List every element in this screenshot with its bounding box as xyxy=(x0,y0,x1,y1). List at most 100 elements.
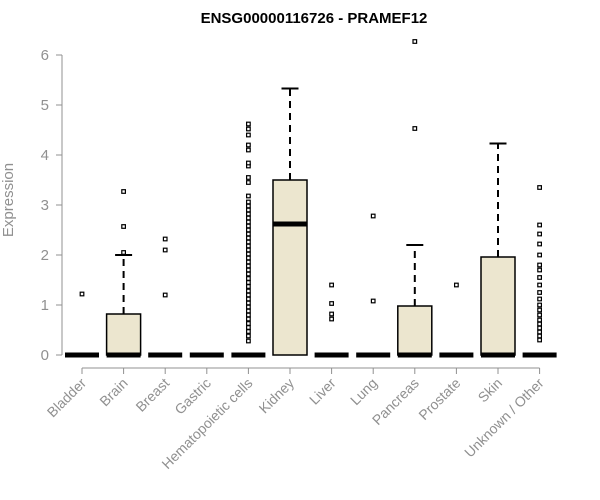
outlier-point xyxy=(537,337,542,343)
outlier-point xyxy=(412,126,418,131)
outlier-point xyxy=(246,338,251,344)
y-tick-label: 3 xyxy=(41,197,49,214)
outlier-point xyxy=(537,296,542,302)
box-kidney xyxy=(272,87,308,356)
outlier-point xyxy=(246,239,251,245)
y-tick-label: 6 xyxy=(41,47,49,64)
outlier-point xyxy=(329,282,334,288)
outlier-point xyxy=(537,282,542,288)
x-tick-label: Breast xyxy=(132,375,172,415)
outlier-point xyxy=(246,219,251,225)
outlier-point xyxy=(329,301,334,306)
outlier-point xyxy=(246,288,251,294)
outlier-point xyxy=(121,224,127,229)
box-liver xyxy=(314,282,349,358)
outlier-point xyxy=(246,199,251,205)
outlier-point xyxy=(246,247,251,253)
outlier-point xyxy=(246,329,251,334)
outlier-point xyxy=(246,193,251,199)
box-bladder xyxy=(65,291,99,358)
outlier-point xyxy=(246,325,251,330)
iqr-box xyxy=(272,179,308,356)
outlier-point xyxy=(537,321,542,327)
y-tick-label: 4 xyxy=(41,147,49,164)
outlier-point xyxy=(246,215,251,221)
box-unknown-other xyxy=(522,185,557,358)
outlier-point xyxy=(246,147,251,153)
outlier-point xyxy=(329,311,334,317)
outlier-point xyxy=(537,290,542,295)
outlier-point xyxy=(246,203,251,209)
box-pancreas xyxy=(397,39,433,358)
outlier-point xyxy=(246,231,251,237)
box-skin xyxy=(480,142,516,358)
x-tick-label: Kidney xyxy=(256,375,298,417)
outlier-point xyxy=(537,312,542,318)
outlier-point xyxy=(537,185,542,190)
outlier-point xyxy=(246,263,251,269)
x-tick-label: Lung xyxy=(347,375,380,408)
iqr-box xyxy=(480,256,516,356)
outlier-point xyxy=(537,275,542,280)
outlier-point xyxy=(454,282,459,288)
x-tick-label: Bladder xyxy=(44,375,90,421)
outlier-point xyxy=(162,292,168,298)
outlier-point xyxy=(246,271,251,277)
outlier-point xyxy=(246,126,251,132)
x-tick-label: Liver xyxy=(306,375,339,408)
outlier-point xyxy=(246,267,251,273)
outlier-point xyxy=(246,180,251,185)
y-tick-label: 0 xyxy=(41,347,49,364)
iqr-box xyxy=(105,313,142,356)
outlier-point xyxy=(246,316,251,322)
iqr-box xyxy=(397,305,433,356)
box-brain xyxy=(105,189,142,358)
outlier-point xyxy=(329,316,334,322)
box-breast xyxy=(148,236,183,358)
outlier-point xyxy=(537,333,542,339)
outlier-point xyxy=(246,251,251,257)
outlier-point xyxy=(537,325,542,331)
outlier-point xyxy=(246,292,251,298)
outlier-point xyxy=(412,39,418,44)
box-lung xyxy=(356,213,391,358)
outlier-point xyxy=(537,329,542,335)
outlier-point xyxy=(246,160,251,166)
outlier-point xyxy=(246,235,251,241)
outlier-point xyxy=(537,307,542,313)
outlier-point xyxy=(246,284,251,289)
y-tick-label: 2 xyxy=(41,247,49,264)
outlier-point xyxy=(121,250,127,255)
y-tick-label: 5 xyxy=(41,97,49,114)
x-tick-label: Brain xyxy=(96,375,130,409)
outlier-point xyxy=(537,222,542,228)
outlier-point xyxy=(537,317,542,323)
outlier-point xyxy=(246,304,251,310)
outlier-point xyxy=(246,211,251,217)
outlier-point xyxy=(246,276,251,281)
box-prostate xyxy=(439,282,474,358)
chart-title: ENSG00000116726 - PRAMEF12 xyxy=(201,10,428,27)
outlier-point xyxy=(246,280,251,285)
x-tick-label: Unknown / Other xyxy=(461,375,547,461)
outlier-point xyxy=(537,252,542,258)
outlier-point xyxy=(246,296,251,302)
outlier-point xyxy=(246,321,251,326)
outlier-point xyxy=(246,227,251,233)
outlier-point xyxy=(162,247,168,253)
outlier-point xyxy=(246,255,251,261)
outlier-point xyxy=(537,262,542,268)
y-axis-label: Expression xyxy=(0,163,17,237)
box-hematopoietic-cells xyxy=(231,121,266,358)
outlier-point xyxy=(246,333,251,339)
outlier-point xyxy=(246,142,251,148)
outlier-point xyxy=(370,213,376,219)
outlier-point xyxy=(121,189,127,194)
outlier-point xyxy=(537,302,542,308)
outlier-point xyxy=(246,312,251,318)
x-tick-label: Skin xyxy=(475,375,506,406)
outlier-point xyxy=(537,241,542,247)
outlier-point xyxy=(246,300,251,306)
